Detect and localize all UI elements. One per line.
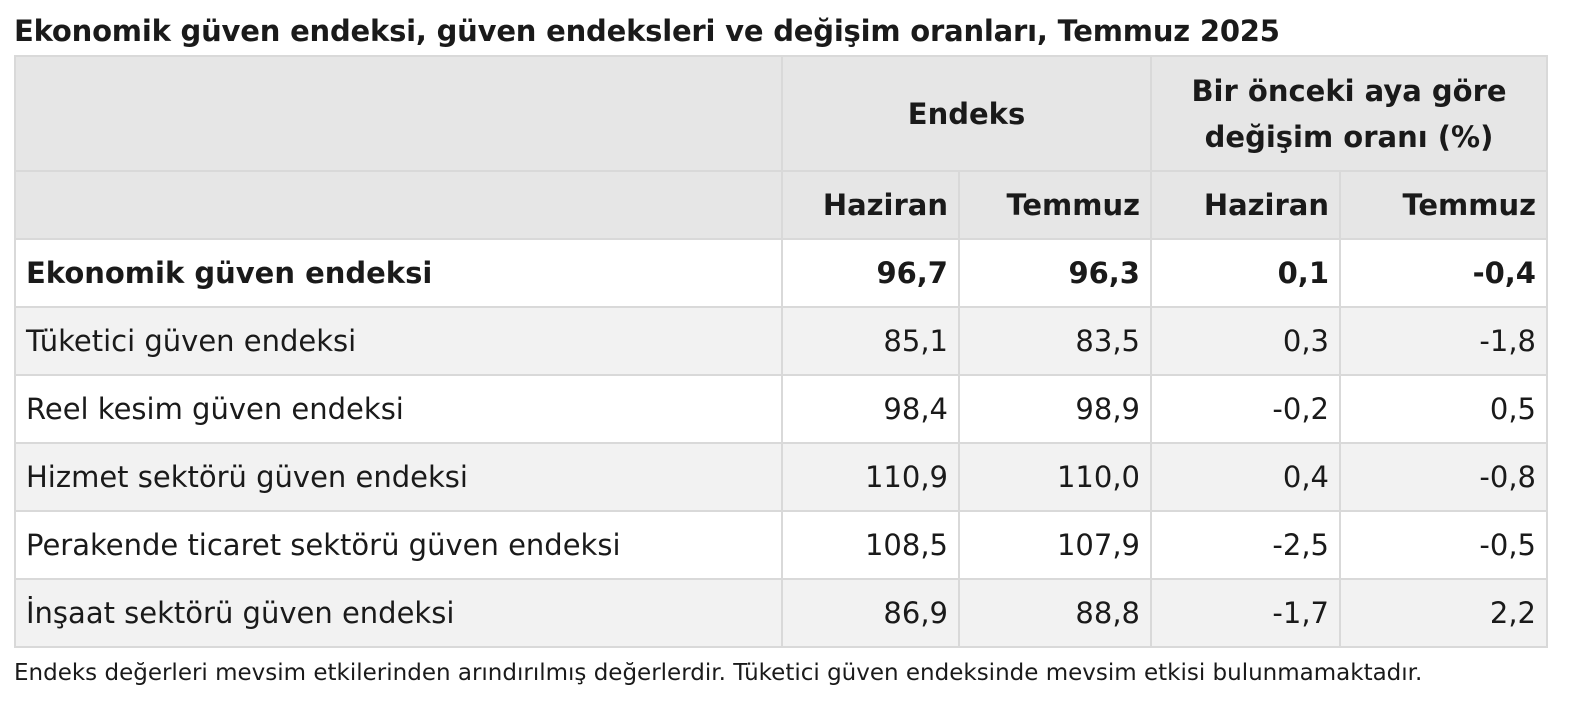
table-body: Ekonomik güven endeksi 96,7 96,3 0,1 -0,…	[14, 238, 1548, 648]
table-header: Endeks Bir önceki aya göre değişim oranı…	[14, 55, 1548, 240]
table-row: Tüketici güven endeksi 85,1 83,5 0,3 -1,…	[14, 306, 1548, 376]
index-july-value: 98,9	[958, 374, 1152, 444]
index-june-value: 86,9	[781, 578, 960, 648]
change-july-value: -0,5	[1339, 510, 1548, 580]
index-july-value: 110,0	[958, 442, 1152, 512]
header-change-june: Haziran	[1150, 170, 1341, 240]
table-title: Ekonomik güven endeksi, güven endeksleri…	[14, 14, 1280, 48]
table-row: Perakende ticaret sektörü güven endeksi …	[14, 510, 1548, 580]
table-row: Hizmet sektörü güven endeksi 110,9 110,0…	[14, 442, 1548, 512]
document: Ekonomik güven endeksi, güven endeksleri…	[14, 0, 1548, 686]
index-june-value: 110,9	[781, 442, 960, 512]
change-june-value: -1,7	[1150, 578, 1341, 648]
row-label: Hizmet sektörü güven endeksi	[14, 442, 783, 512]
header-group-index: Endeks	[781, 55, 1152, 172]
header-group-change-line2: değişim oranı (%)	[1204, 119, 1494, 154]
header-group-change-line1: Bir önceki aya göre	[1191, 73, 1507, 108]
header-group-change: Bir önceki aya göre değişim oranı (%)	[1150, 55, 1548, 172]
index-july-value: 88,8	[958, 578, 1152, 648]
header-change-july: Temmuz	[1339, 170, 1548, 240]
header-empty-cell	[14, 55, 783, 172]
header-index-july: Temmuz	[958, 170, 1152, 240]
change-june-value: 0,1	[1150, 238, 1341, 308]
footnote: Endeks değerleri mevsim etkilerinden arı…	[14, 660, 1423, 686]
change-july-value: 0,5	[1339, 374, 1548, 444]
header-empty-cell	[14, 170, 783, 240]
change-june-value: -0,2	[1150, 374, 1341, 444]
index-june-value: 98,4	[781, 374, 960, 444]
confidence-index-table: Endeks Bir önceki aya göre değişim oranı…	[14, 55, 1548, 648]
index-july-value: 107,9	[958, 510, 1152, 580]
header-index-june: Haziran	[781, 170, 960, 240]
table-row: İnşaat sektörü güven endeksi 86,9 88,8 -…	[14, 578, 1548, 648]
index-june-value: 85,1	[781, 306, 960, 376]
row-label: İnşaat sektörü güven endeksi	[14, 578, 783, 648]
index-july-value: 96,3	[958, 238, 1152, 308]
row-label: Tüketici güven endeksi	[14, 306, 783, 376]
index-june-value: 108,5	[781, 510, 960, 580]
index-june-value: 96,7	[781, 238, 960, 308]
table-row: Ekonomik güven endeksi 96,7 96,3 0,1 -0,…	[14, 238, 1548, 308]
change-june-value: 0,4	[1150, 442, 1341, 512]
header-row-months: Haziran Temmuz Haziran Temmuz	[14, 170, 1548, 240]
table-row: Reel kesim güven endeksi 98,4 98,9 -0,2 …	[14, 374, 1548, 444]
index-july-value: 83,5	[958, 306, 1152, 376]
change-june-value: -2,5	[1150, 510, 1341, 580]
header-row-groups: Endeks Bir önceki aya göre değişim oranı…	[14, 55, 1548, 172]
row-label: Ekonomik güven endeksi	[14, 238, 783, 308]
row-label: Perakende ticaret sektörü güven endeksi	[14, 510, 783, 580]
change-july-value: -0,4	[1339, 238, 1548, 308]
change-july-value: 2,2	[1339, 578, 1548, 648]
change-june-value: 0,3	[1150, 306, 1341, 376]
change-july-value: -1,8	[1339, 306, 1548, 376]
change-july-value: -0,8	[1339, 442, 1548, 512]
row-label: Reel kesim güven endeksi	[14, 374, 783, 444]
